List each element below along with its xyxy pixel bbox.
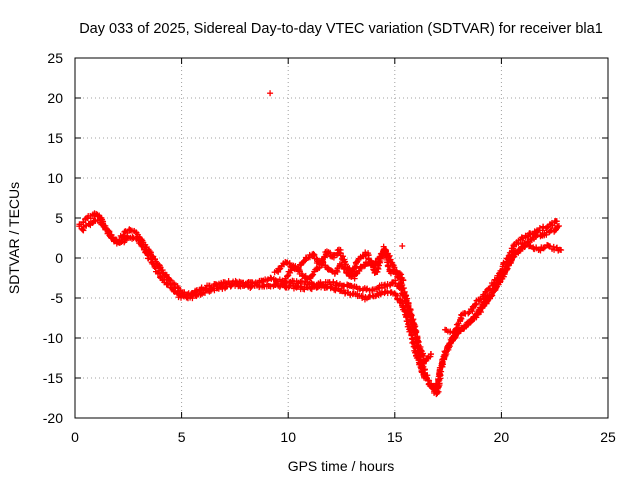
x-axis-label: GPS time / hours (288, 458, 395, 474)
data-point (553, 218, 560, 225)
data-point (448, 334, 455, 341)
data-point (400, 277, 407, 284)
data-point (180, 292, 187, 299)
data-point (540, 245, 547, 252)
data-point (385, 263, 392, 270)
x-tick-label: 20 (494, 429, 510, 445)
plot-frame (74, 57, 609, 419)
data-point (342, 261, 349, 268)
data-point (468, 318, 475, 325)
data-point (412, 330, 419, 337)
y-tick-label: 5 (55, 210, 63, 226)
data-point (100, 222, 107, 229)
y-tick-label: -10 (43, 330, 63, 346)
data-point (129, 234, 136, 241)
data-point (435, 376, 442, 383)
data-point (176, 291, 183, 298)
data-point (428, 351, 435, 357)
outlier-point (267, 90, 274, 97)
data-point (505, 252, 512, 259)
data-point (544, 224, 551, 231)
x-tick-label: 10 (280, 429, 296, 445)
data-point (120, 232, 127, 239)
data-point (487, 285, 494, 292)
data-point (309, 272, 316, 279)
y-tick-label: 25 (47, 50, 63, 66)
data-point (121, 228, 128, 235)
y-tick-label: 10 (47, 170, 63, 186)
data-point (456, 328, 463, 335)
y-tick-label: -15 (43, 370, 63, 386)
y-tick-label: 0 (55, 250, 63, 266)
data-point (543, 231, 550, 238)
data-point (436, 368, 443, 375)
y-tick-label: -5 (51, 290, 64, 306)
data-point (419, 351, 426, 358)
data-point (295, 265, 302, 272)
y-axis-ticks: -20 -15 -10 -5 0 5 10 15 20 25 (43, 50, 608, 426)
data-point (510, 253, 517, 260)
grid-lines (75, 58, 608, 418)
data-point (307, 285, 314, 292)
data-point (555, 223, 562, 229)
x-tick-label: 5 (178, 429, 186, 445)
data-point (276, 266, 283, 273)
data-point (363, 286, 370, 293)
outlier-point (399, 243, 406, 249)
data-point (483, 290, 490, 297)
data-point (500, 259, 507, 266)
data-point (484, 298, 491, 305)
data-point (411, 324, 418, 331)
data-point (310, 271, 317, 278)
data-point (433, 380, 440, 387)
data-point (510, 242, 517, 249)
data-point (386, 267, 393, 274)
data-point (138, 242, 145, 249)
y-tick-label: -20 (43, 410, 63, 426)
data-point (417, 347, 424, 354)
x-tick-label: 15 (387, 429, 403, 445)
data-point (151, 264, 158, 271)
y-tick-label: 15 (47, 130, 63, 146)
data-point (476, 296, 483, 303)
data-point (558, 247, 565, 253)
data-point (286, 260, 293, 267)
chart-title: Day 033 of 2025, Sidereal Day-to-day VTE… (79, 21, 603, 37)
x-tick-label: 25 (600, 429, 616, 445)
y-tick-label: 20 (47, 90, 63, 106)
data-point (534, 228, 541, 235)
x-axis-ticks: 0 5 10 15 20 25 (71, 58, 616, 445)
data-point (241, 282, 248, 289)
x-tick-label: 0 (71, 429, 79, 445)
data-points (76, 90, 565, 398)
data-point (289, 282, 296, 289)
y-axis-label: SDTVAR / TECUs (6, 182, 22, 294)
data-point (404, 318, 411, 325)
